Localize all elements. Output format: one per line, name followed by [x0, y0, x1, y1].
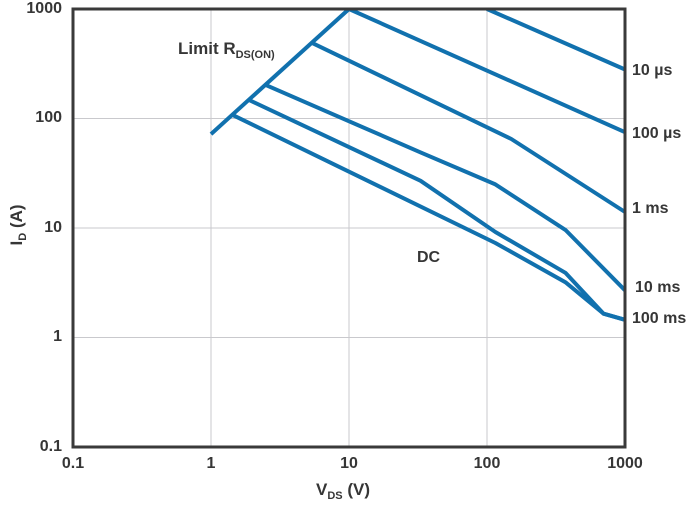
plot-frame	[71, 7, 627, 449]
label-10us: 10 µs	[632, 62, 673, 79]
label-100us: 100 µs	[632, 125, 682, 142]
series-line-pulse-10ms	[265, 83, 627, 292]
series-line-pulse-100us	[348, 7, 626, 135]
series-line-limit-rdson	[209, 7, 351, 136]
y-tick-1000: 1000	[26, 0, 62, 17]
grid-lines	[73, 9, 625, 447]
series-line-pulse-10us	[486, 7, 626, 72]
y-tick-100: 100	[35, 109, 62, 126]
x-tick-1000: 1000	[607, 455, 643, 472]
x-tick-0p1: 0.1	[61, 455, 85, 472]
label-10ms: 10 ms	[635, 279, 681, 296]
y-tick-10: 10	[44, 219, 62, 236]
x-tick-10: 10	[340, 455, 358, 472]
y-tick-1: 1	[53, 328, 62, 345]
series-line-pulse-1ms	[311, 41, 627, 214]
series-lines	[209, 7, 627, 322]
y-tick-0p1: 0.1	[39, 438, 62, 455]
x-axis-title: VDS (V)	[316, 480, 371, 502]
x-tick-100: 100	[473, 455, 501, 472]
label-1ms: 1 ms	[632, 200, 669, 217]
dc-label: DC	[417, 249, 441, 266]
y-axis-title: ID (A)	[7, 204, 30, 246]
x-tick-1: 1	[206, 455, 216, 472]
label-100ms: 100 ms	[632, 310, 687, 327]
limit-rdson-label: Limit RDS(ON)	[178, 39, 275, 61]
series-line-dc	[232, 113, 626, 322]
